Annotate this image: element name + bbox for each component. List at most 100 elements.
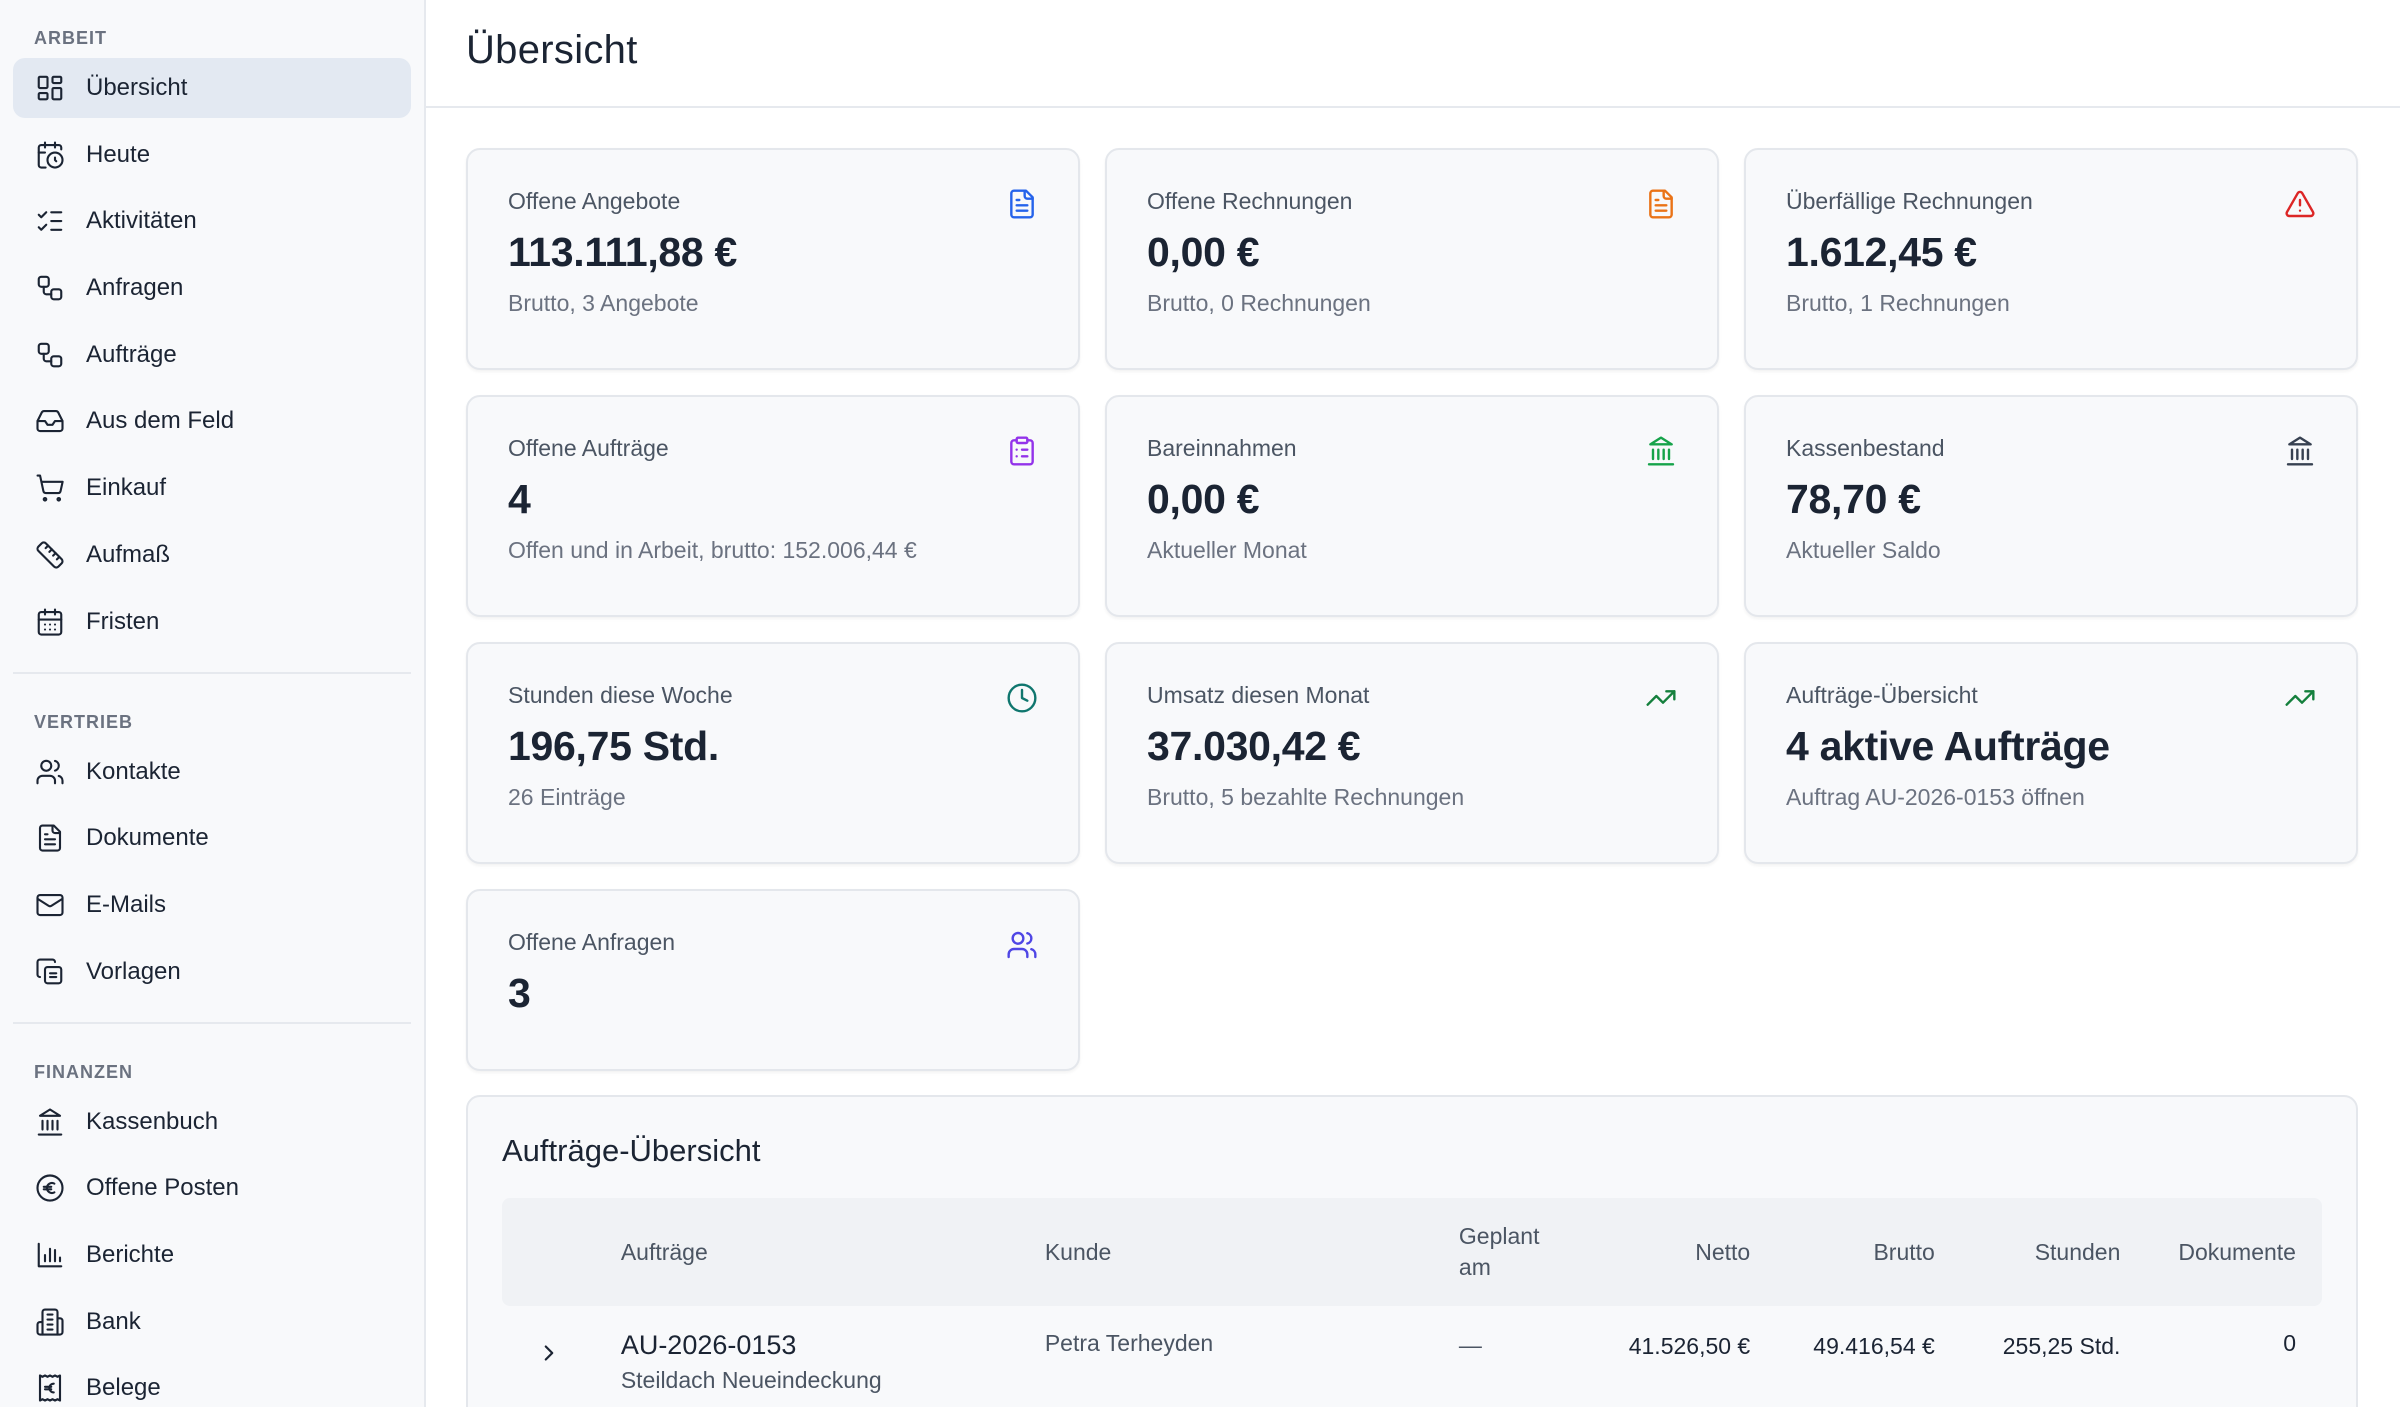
- kpi-card-ueberfaellige-rechnungen[interactable]: Überfällige Rechnungen 1.612,45 € Brutto, …: [1744, 148, 2358, 370]
- sidebar-item-label: Aus dem Feld: [86, 407, 235, 435]
- shopping-cart-icon: [34, 472, 66, 504]
- sidebar-item-label: Aktivitäten: [86, 207, 197, 235]
- sidebar-item-auftraege[interactable]: Aufträge: [13, 325, 411, 385]
- kpi-card-label: Offene Angebote: [508, 188, 681, 214]
- kpi-card-label: Überfällige Rechnungen: [1786, 188, 2033, 214]
- sidebar-item-label: Offene Posten: [86, 1174, 239, 1202]
- inbox-icon: [34, 405, 66, 437]
- kpi-card-label: Offene Aufträge: [508, 435, 669, 461]
- sidebar-item-aufmass[interactable]: Aufmaß: [13, 525, 411, 585]
- kpi-card-offene-anfragen[interactable]: Offene Anfragen 3: [466, 889, 1080, 1071]
- kpi-card-value: 4: [508, 476, 531, 522]
- chevron-right-icon: [536, 1340, 562, 1366]
- sidebar-item-label: Vorlagen: [86, 957, 181, 985]
- kpi-card-bareinnahmen[interactable]: Bareinnahmen 0,00 € Aktueller Monat: [1105, 395, 1719, 617]
- sidebar-section-title: FINANZEN: [34, 1061, 133, 1082]
- kpi-card-subtitle: Aktueller Saldo: [1786, 537, 1941, 563]
- sidebar-item-aktivitaeten[interactable]: Aktivitäten: [13, 191, 411, 251]
- sidebar-item-kontakte[interactable]: Kontakte: [13, 742, 411, 802]
- kpi-card-kassenbestand[interactable]: Kassenbestand 78,70 € Aktueller Saldo: [1744, 395, 2358, 617]
- column-header-dokumente[interactable]: Dokumente: [2178, 1238, 2296, 1265]
- kpi-card-label: Offene Rechnungen: [1147, 188, 1353, 214]
- kpi-card-label: Offene Anfragen: [508, 929, 676, 955]
- sidebar-item-offene-posten[interactable]: Offene Posten: [13, 1158, 411, 1218]
- table-header: Aufträge Kunde Geplant am Netto Brutto S…: [502, 1198, 2322, 1306]
- kpi-card-umsatz-diesen-monat[interactable]: Umsatz diesen Monat 37.030,42 € Brutto, 5 …: [1105, 642, 1719, 864]
- mail-icon: [34, 889, 66, 921]
- sidebar-divider: [13, 1021, 411, 1024]
- kpi-card-subtitle: Brutto, 1 Rechnungen: [1786, 290, 2010, 316]
- sidebar-item-kassenbuch[interactable]: Kassenbuch: [13, 1092, 411, 1152]
- kpi-card-label: Kassenbestand: [1786, 435, 1945, 461]
- sidebar-item-label: Anfragen: [86, 274, 184, 302]
- kpi-card-offene-auftraege[interactable]: Offene Aufträge 4 Offen und in Arbeit, bru…: [466, 395, 1080, 617]
- sidebar-item-e-mails[interactable]: E-Mails: [13, 875, 411, 935]
- document-icon: [1006, 188, 1038, 220]
- sidebar-item-berichte[interactable]: Berichte: [13, 1225, 411, 1285]
- sidebar-item-heute[interactable]: Heute: [13, 125, 411, 185]
- customer-cell: Petra Terheyden: [1044, 1330, 1214, 1356]
- sidebar-item-uebersicht[interactable]: Übersicht: [13, 58, 411, 118]
- sidebar-item-label: Aufmaß: [86, 540, 171, 568]
- sidebar-item-label: Dokumente: [86, 824, 209, 852]
- sidebar-section-title: ARBEIT: [34, 28, 107, 48]
- landmark-icon: [34, 1106, 66, 1138]
- sidebar-item-label: Bank: [86, 1307, 141, 1335]
- sidebar-item-label: Aufträge: [86, 340, 177, 368]
- clock-icon: [1006, 682, 1038, 714]
- sidebar-item-fristen[interactable]: Fristen: [13, 592, 411, 652]
- kpi-card-subtitle: Brutto, 0 Rechnungen: [1147, 290, 1371, 316]
- kpi-card-label: Stunden diese Woche: [508, 682, 733, 708]
- users-icon: [1006, 929, 1038, 961]
- clipboard-icon: [1006, 435, 1038, 467]
- sidebar-item-label: E-Mails: [86, 890, 167, 918]
- kpi-card-offene-rechnungen[interactable]: Offene Rechnungen 0,00 € Brutto, 0 Rechnun…: [1105, 148, 1719, 370]
- expand-row-button[interactable]: [502, 1330, 621, 1372]
- calendar-icon: [34, 606, 66, 638]
- column-header-geplant[interactable]: Geplant am: [1458, 1223, 1540, 1280]
- kpi-card-offene-angebote[interactable]: Offene Angebote 113.111,88 € Brutto, 3 Ang…: [466, 148, 1080, 370]
- column-header-brutto[interactable]: Brutto: [1873, 1239, 1935, 1265]
- page-title: Übersicht: [466, 28, 638, 72]
- kpi-card-grid: Offene Angebote 113.111,88 € Brutto, 3 Ang…: [466, 148, 2360, 1071]
- sidebar-item-aus-dem-feld[interactable]: Aus dem Feld: [13, 391, 411, 451]
- column-header-auftraege[interactable]: Aufträge: [620, 1238, 708, 1265]
- sidebar-item-vorlagen[interactable]: Vorlagen: [13, 942, 411, 1002]
- kpi-card-subtitle: Aktueller Monat: [1147, 537, 1307, 563]
- sidebar-item-anfragen[interactable]: Anfragen: [13, 258, 411, 318]
- kpi-card-auftraege-uebersicht[interactable]: Aufträge-Übersicht 4 aktive Aufträge Auftr…: [1744, 642, 2358, 864]
- order-cell: AU-2026-0153 Steildach Neueindeckung: [621, 1330, 1045, 1394]
- sidebar-item-belege[interactable]: Belege: [13, 1358, 411, 1407]
- sidebar-item-label: Kontakte: [86, 757, 181, 785]
- kpi-card-value: 4 aktive Aufträge: [1786, 723, 2110, 769]
- sidebar-item-label: Berichte: [86, 1240, 175, 1268]
- column-header-stunden[interactable]: Stunden: [2034, 1239, 2121, 1265]
- sidebar-item-dokumente[interactable]: Dokumente: [13, 808, 411, 868]
- kpi-card-label: Aufträge-Übersicht: [1786, 682, 1978, 708]
- bank-building-icon: [34, 1306, 66, 1338]
- sidebar-item-label: Belege: [86, 1374, 161, 1402]
- column-header-kunde[interactable]: Kunde: [1044, 1238, 1112, 1265]
- sidebar-divider: [13, 671, 411, 674]
- sidebar-item-einkauf[interactable]: Einkauf: [13, 458, 411, 518]
- kpi-card-stunden-diese-woche[interactable]: Stunden diese Woche 196,75 Std. 26 Einträg…: [466, 642, 1080, 864]
- kpi-card-subtitle: Auftrag AU-2026-0153 öffnen: [1786, 784, 2085, 810]
- sidebar-item-bank[interactable]: Bank: [13, 1292, 411, 1352]
- euro-circle-icon: [34, 1172, 66, 1204]
- hours-cell: 255,25 Std.: [2002, 1333, 2121, 1359]
- workflow-icon: [34, 272, 66, 304]
- table-row[interactable]: AU-2026-0153 Steildach Neueindeckung Petra…: [502, 1306, 2322, 1407]
- sidebar-section-title: VERTRIEB: [34, 711, 134, 732]
- kpi-card-subtitle: Brutto, 5 bezahlte Rechnungen: [1147, 784, 1465, 810]
- document-icon: [34, 822, 66, 854]
- copy-icon: [34, 956, 66, 988]
- main-content: Übersicht Offene Angebote 113.111,88 € Bru…: [426, 0, 2400, 1407]
- kpi-card-label: Bareinnahmen: [1147, 435, 1297, 461]
- document-icon: [1645, 188, 1677, 220]
- trending-up-icon: [1645, 682, 1677, 714]
- ruler-icon: [34, 539, 66, 571]
- order-id[interactable]: AU-2026-0153: [620, 1330, 797, 1360]
- column-header-netto[interactable]: Netto: [1695, 1239, 1751, 1265]
- documents-cell: 0: [2283, 1330, 2296, 1356]
- dashboard-icon: [34, 72, 66, 104]
